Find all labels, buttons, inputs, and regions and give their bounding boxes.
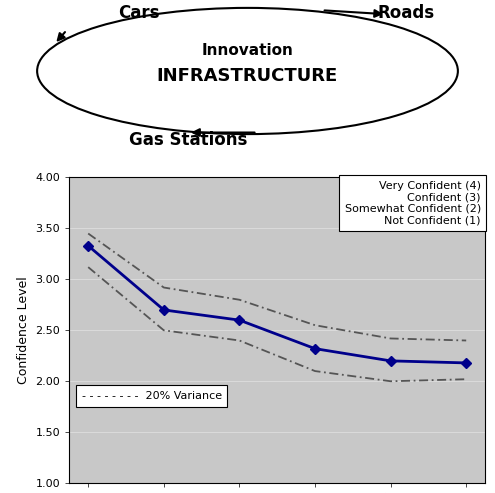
- Text: Roads: Roads: [377, 3, 435, 22]
- Text: Gas Stations: Gas Stations: [129, 132, 248, 149]
- Text: INFRASTRUCTURE: INFRASTRUCTURE: [157, 67, 338, 85]
- Text: Innovation: Innovation: [201, 43, 294, 58]
- Text: Very Confident (4)
Confident (3)
Somewhat Confident (2)
Not Confident (1): Very Confident (4) Confident (3) Somewha…: [345, 180, 481, 225]
- Y-axis label: Confidence Level: Confidence Level: [17, 277, 30, 384]
- Text: - - - - - - - -  20% Variance: - - - - - - - - 20% Variance: [82, 391, 222, 401]
- Text: Cars: Cars: [118, 3, 159, 22]
